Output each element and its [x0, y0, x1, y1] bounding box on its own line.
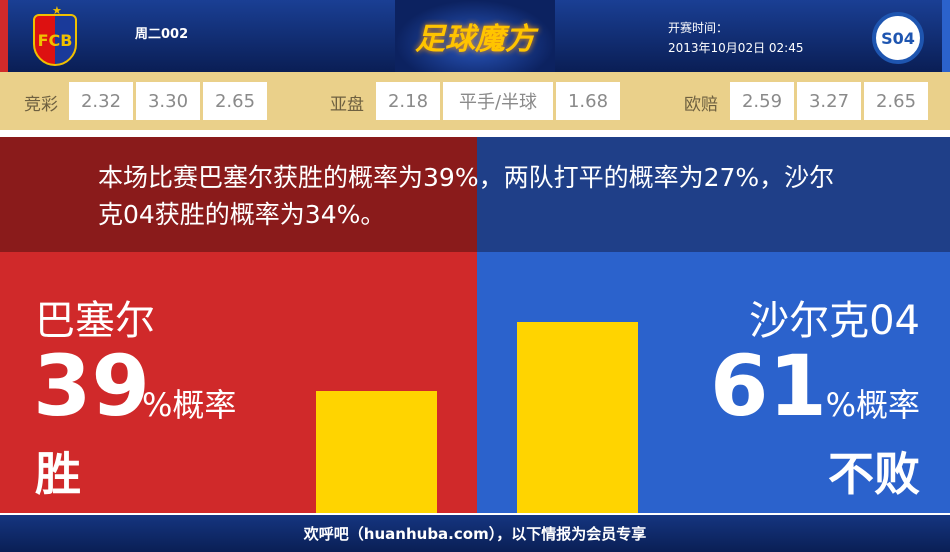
- oupei-odd: 2.65: [864, 82, 928, 120]
- away-team-name: 沙尔克04: [749, 298, 920, 344]
- oupei-label: 欧赔: [684, 95, 718, 115]
- prediction-panel: 本场比赛巴塞尔获胜的概率为39%，两队打平的概率为27%，沙尔克04获胜的概率为…: [0, 137, 950, 513]
- home-probability-bar: [316, 390, 437, 513]
- match-number: 周二002: [135, 27, 189, 42]
- star-icon: ★: [52, 4, 62, 17]
- home-percent-label: %概率: [142, 386, 237, 424]
- away-result: 不败: [828, 447, 920, 501]
- away-panel: 沙尔克04 61 %概率 不败: [477, 252, 950, 513]
- home-percent: 39: [33, 337, 150, 435]
- oupei-odd: 2.59: [730, 82, 794, 120]
- home-result: 胜: [35, 447, 81, 501]
- brand-logo: 足球魔方: [395, 0, 555, 72]
- yapan-odd: 2.18: [376, 82, 440, 120]
- jingcai-odd: 2.32: [69, 82, 133, 120]
- jingcai-label: 竞彩: [24, 95, 58, 115]
- kickoff-label: 开赛时间：: [668, 21, 729, 35]
- odds-bar: 竞彩 2.32 3.30 2.65 亚盘 2.18 平手/半球 1.68 欧赔 …: [0, 72, 950, 130]
- header: ★ FCB 周二002 足球魔方 开赛时间： 2013年10月02日 02:45…: [0, 0, 950, 72]
- probability-summary: 本场比赛巴塞尔获胜的概率为39%，两队打平的概率为27%，沙尔克04获胜的概率为…: [98, 163, 835, 229]
- right-stripe: [942, 0, 950, 72]
- home-team-name: 巴塞尔: [35, 298, 155, 344]
- away-percent-label: %概率: [825, 386, 920, 424]
- jingcai-odd: 3.30: [136, 82, 200, 120]
- away-team-crest: S04: [872, 12, 924, 64]
- left-stripe: [0, 0, 8, 72]
- kickoff-time: 2013年10月02日 02:45: [668, 41, 804, 55]
- away-probability-bar: [517, 322, 638, 513]
- yapan-handicap: 平手/半球: [443, 82, 553, 120]
- summary-bg-home: [0, 137, 477, 252]
- away-percent: 61: [710, 337, 827, 435]
- yapan-odd: 1.68: [556, 82, 620, 120]
- footer-banner: 欢呼吧（huanhuba.com），以下情报为会员专享: [0, 515, 950, 552]
- jingcai-odd: 2.65: [203, 82, 267, 120]
- oupei-odd: 3.27: [797, 82, 861, 120]
- home-panel: 巴塞尔 39 %概率 胜: [0, 252, 477, 513]
- yapan-label: 亚盘: [330, 95, 364, 115]
- summary-bg-away: [477, 137, 950, 252]
- home-team-crest: FCB: [33, 14, 77, 66]
